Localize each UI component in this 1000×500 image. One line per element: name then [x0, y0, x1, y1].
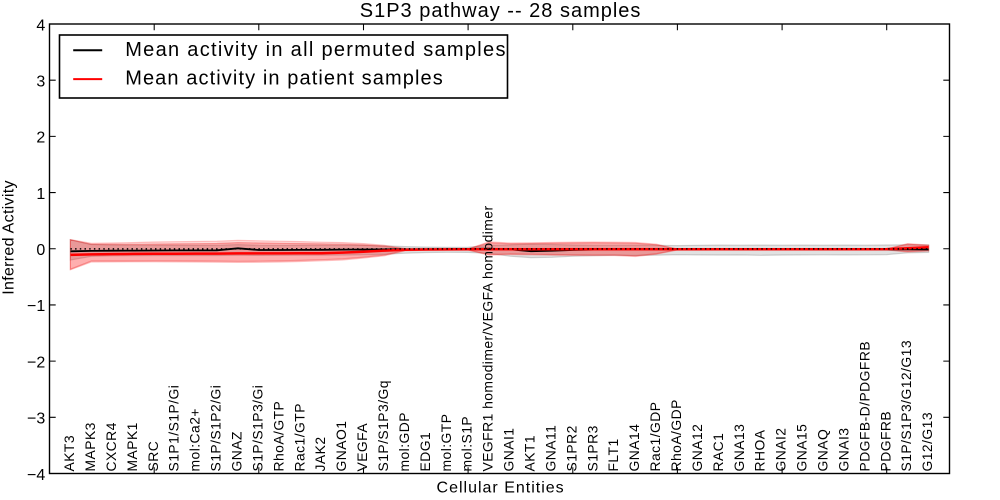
svg-text:Rac1/GTP: Rac1/GTP [291, 403, 307, 471]
svg-text:Inferred Activity: Inferred Activity [1, 180, 18, 294]
svg-text:VEGFR1 homodimer/VEGFA homodim: VEGFR1 homodimer/VEGFA homodimer [480, 205, 496, 471]
svg-text:3: 3 [36, 73, 45, 90]
svg-text:PDGFRB: PDGFRB [877, 411, 893, 472]
svg-text:FLT1: FLT1 [605, 438, 621, 471]
svg-text:S1P/S1P3/Gi: S1P/S1P3/Gi [249, 385, 265, 472]
svg-text:EDG1: EDG1 [417, 432, 433, 472]
svg-text:PDGFB-D/PDGFRB: PDGFB-D/PDGFRB [856, 341, 872, 472]
svg-text:−2: −2 [27, 354, 45, 371]
svg-text:2: 2 [36, 130, 45, 147]
svg-text:RHOA: RHOA [752, 429, 768, 471]
svg-text:RAC1: RAC1 [710, 433, 726, 472]
svg-text:GNA13: GNA13 [731, 424, 747, 472]
svg-text:S1P1/S1P/Gi: S1P1/S1P/Gi [166, 385, 182, 472]
svg-text:−4: −4 [27, 467, 45, 484]
svg-text:CXCR4: CXCR4 [103, 422, 119, 471]
svg-text:GNA15: GNA15 [794, 424, 810, 472]
svg-text:GNA11: GNA11 [542, 425, 558, 472]
svg-text:AKT3: AKT3 [61, 435, 77, 472]
svg-text:GNAQ: GNAQ [815, 429, 831, 472]
svg-text:mol:GTP: mol:GTP [438, 414, 454, 472]
svg-text:Cellular Entities: Cellular Entities [437, 479, 565, 496]
svg-text:JAK2: JAK2 [312, 436, 328, 471]
svg-text:−1: −1 [27, 298, 45, 315]
svg-text:−3: −3 [27, 411, 45, 428]
svg-text:MAPK3: MAPK3 [82, 422, 98, 471]
svg-text:S1P3 pathway -- 28 samples: S1P3 pathway -- 28 samples [360, 0, 642, 22]
svg-text:S1PR2: S1PR2 [563, 425, 579, 471]
svg-text:MAPK1: MAPK1 [124, 422, 140, 471]
svg-text:GNAI2: GNAI2 [773, 428, 789, 472]
svg-text:RhoA/GDP: RhoA/GDP [668, 399, 684, 471]
svg-text:GNAI1: GNAI1 [501, 428, 517, 472]
svg-text:1: 1 [36, 186, 45, 203]
svg-text:GNA14: GNA14 [626, 424, 642, 472]
svg-text:mol:S1P: mol:S1P [459, 416, 475, 472]
svg-text:mol:Ca2+: mol:Ca2+ [187, 408, 203, 471]
svg-text:S1P/S1P3/Gq: S1P/S1P3/Gq [375, 380, 391, 471]
svg-text:AKT1: AKT1 [522, 435, 538, 472]
svg-text:RhoA/GTP: RhoA/GTP [270, 401, 286, 472]
svg-text:4: 4 [36, 17, 45, 34]
svg-text:S1P/S1P3/G12/G13: S1P/S1P3/G12/G13 [898, 340, 914, 472]
svg-text:GNAO1: GNAO1 [333, 421, 349, 472]
svg-text:G12/G13: G12/G13 [919, 412, 935, 472]
svg-text:GNAI3: GNAI3 [835, 428, 851, 472]
svg-text:GNAZ: GNAZ [229, 431, 245, 471]
svg-text:SRC: SRC [145, 441, 161, 472]
svg-text:S1PR3: S1PR3 [584, 425, 600, 471]
svg-text:S1P/S1P2/Gi: S1P/S1P2/Gi [208, 385, 224, 472]
svg-text:GNA12: GNA12 [689, 424, 705, 472]
svg-text:Mean activity in all permuted: Mean activity in all permuted samples [125, 39, 507, 61]
svg-text:Mean activity in patient sampl: Mean activity in patient samples [125, 68, 444, 90]
svg-text:0: 0 [36, 242, 45, 259]
svg-text:VEGFA: VEGFA [354, 423, 370, 472]
svg-text:mol:GDP: mol:GDP [396, 412, 412, 472]
svg-text:Rac1/GDP: Rac1/GDP [647, 402, 663, 472]
